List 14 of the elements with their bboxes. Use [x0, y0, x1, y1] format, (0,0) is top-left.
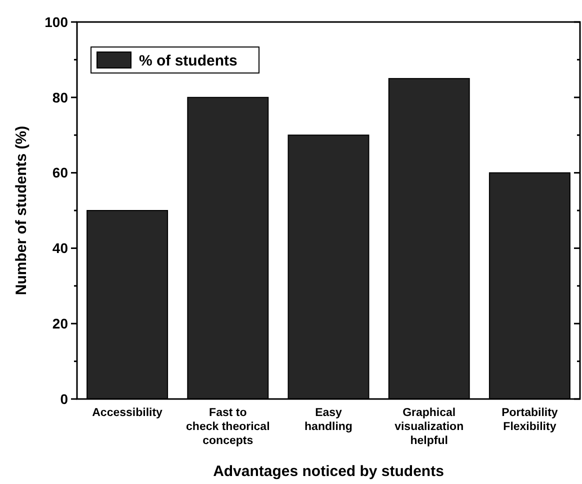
x-tick-label: Easy handling	[304, 407, 352, 433]
x-tick-label: Accessibility	[92, 407, 164, 419]
y-tick-label: 100	[44, 14, 68, 30]
legend-label: % of students	[139, 52, 238, 70]
x-axis-title: Advantages noticed by students	[213, 463, 444, 480]
y-tick-label: 40	[52, 240, 68, 256]
y-axis-title: Number of students (%)	[13, 126, 30, 296]
y-tick-label: 0	[60, 390, 68, 407]
x-tick-label: Portability Flexibility	[502, 407, 558, 433]
y-tick-label: 80	[52, 89, 68, 106]
x-tick-label: Fast to check theorical concepts	[186, 407, 270, 447]
x-tick-label: Graphical visualization helpful	[394, 407, 464, 447]
y-tick-label: 20	[52, 316, 68, 332]
y-tick-label: 60	[52, 164, 68, 181]
